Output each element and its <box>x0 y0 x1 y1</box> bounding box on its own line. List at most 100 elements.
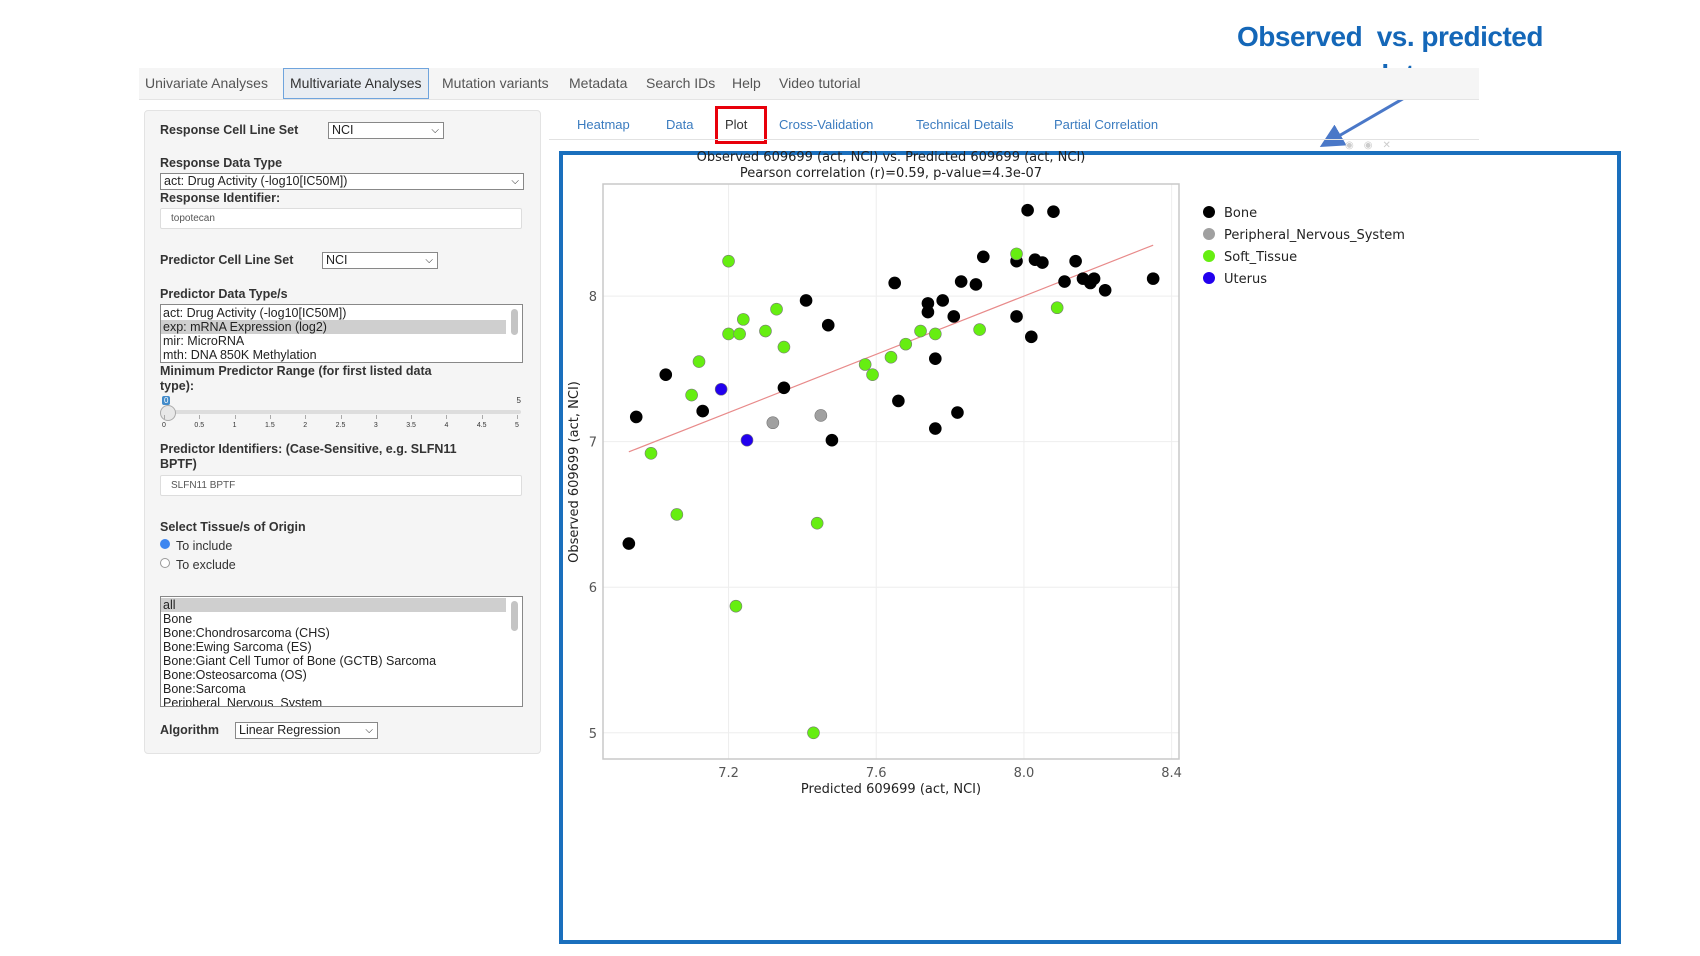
data-point-bone[interactable] <box>977 250 990 264</box>
legend-marker[interactable] <box>1203 228 1215 240</box>
nav-multivariate-analyses[interactable]: Multivariate Analyses <box>283 68 429 99</box>
tissue-listbox[interactable]: all Bone Bone:Chondrosarcoma (CHS) Bone:Ewi… <box>160 596 523 707</box>
predictor-identifiers-input[interactable]: SLFN11 BPTF <box>160 475 522 496</box>
listbox-option[interactable]: exp: mRNA Expression (log2) <box>161 320 506 334</box>
data-point-soft-tissue[interactable] <box>770 302 783 316</box>
listbox-option[interactable]: Bone:Ewing Sarcoma (ES) <box>163 640 312 654</box>
listbox-option[interactable]: Bone:Sarcoma <box>163 682 246 696</box>
listbox-option[interactable]: mir: MicroRNA <box>163 334 245 348</box>
data-point-soft-tissue[interactable] <box>777 340 791 354</box>
nav-search-ids[interactable]: Search IDs <box>646 75 716 91</box>
data-point-soft-tissue[interactable] <box>858 358 872 371</box>
data-point-bone[interactable] <box>1010 310 1023 323</box>
legend-label[interactable]: Peripheral_Nervous_System <box>1224 228 1405 243</box>
legend-label[interactable]: Soft_Tissue <box>1224 250 1297 265</box>
listbox-option[interactable]: all <box>161 598 506 612</box>
tab-partial-correlation[interactable]: Partial Correlation <box>1054 117 1159 132</box>
listbox-option[interactable]: act: Drug Activity (-log10[IC50M]) <box>163 306 347 320</box>
listbox-option[interactable]: Bone:Giant Cell Tumor of Bone (GCTB) Sar… <box>163 654 437 668</box>
radio-to-include[interactable]: To include <box>160 539 232 553</box>
data-point-bone[interactable] <box>888 276 901 290</box>
data-point-bone[interactable] <box>622 537 636 550</box>
data-point-soft-tissue[interactable] <box>729 599 743 613</box>
data-point-peripheral-nervous-system[interactable] <box>766 416 780 430</box>
tab-plot[interactable]: Plot <box>725 117 748 132</box>
data-point-soft-tissue[interactable] <box>929 327 942 341</box>
listbox-option[interactable]: mth: DNA 850K Methylation <box>163 348 317 362</box>
data-point-soft-tissue[interactable] <box>973 323 986 336</box>
min-range-slider[interactable]: 0 5 0 0.5 1 1.5 2 2.5 3 3.5 4 4.5 5 <box>160 395 521 435</box>
data-point-soft-tissue[interactable] <box>866 368 879 381</box>
data-point-soft-tissue[interactable] <box>914 324 927 338</box>
data-point-soft-tissue[interactable] <box>692 355 706 368</box>
legend-label[interactable]: Uterus <box>1224 272 1267 287</box>
data-point-bone[interactable] <box>1036 256 1049 269</box>
data-point-bone[interactable] <box>1047 205 1060 218</box>
plot-modebar[interactable]: ◉◉✕ <box>1345 140 1401 151</box>
legend-marker[interactable] <box>1203 272 1215 284</box>
tab-data[interactable]: Data <box>666 117 694 132</box>
listbox-option[interactable]: Bone:Osteosarcoma (OS) <box>163 668 307 682</box>
data-point-bone[interactable] <box>929 352 942 365</box>
data-point-bone[interactable] <box>629 410 643 424</box>
data-point-bone[interactable] <box>954 275 968 288</box>
legend-marker[interactable] <box>1203 250 1215 262</box>
data-point-bone[interactable] <box>1146 272 1160 285</box>
data-point-bone[interactable] <box>696 404 709 418</box>
data-point-soft-tissue[interactable] <box>807 726 820 740</box>
data-point-bone[interactable] <box>777 381 791 395</box>
data-point-bone[interactable] <box>1098 283 1112 297</box>
response-cell-line-set-select[interactable]: NCI ⌵ <box>328 122 444 139</box>
tab-cross-validation[interactable]: Cross-Validation <box>779 117 874 132</box>
camera-icon[interactable]: ◉ <box>1345 140 1364 151</box>
scrollbar[interactable] <box>511 601 518 631</box>
data-point-soft-tissue[interactable] <box>733 327 746 341</box>
data-point-soft-tissue[interactable] <box>685 388 698 402</box>
data-point-bone[interactable] <box>929 422 942 435</box>
data-point-bone[interactable] <box>659 368 673 381</box>
predictor-data-types-listbox[interactable]: act: Drug Activity (-log10[IC50M]) exp: … <box>160 304 523 363</box>
data-point-soft-tissue[interactable] <box>759 324 772 338</box>
legend-marker[interactable] <box>1203 206 1215 218</box>
tab-technical-details[interactable]: Technical Details <box>916 117 1014 132</box>
data-point-bone[interactable] <box>1058 275 1071 288</box>
data-point-bone[interactable] <box>1084 276 1097 290</box>
radio-to-exclude[interactable]: To exclude <box>160 558 236 572</box>
data-point-soft-tissue[interactable] <box>884 350 898 364</box>
data-point-bone[interactable] <box>825 433 839 447</box>
data-point-soft-tissue[interactable] <box>1050 301 1064 315</box>
slider-track[interactable] <box>160 410 521 414</box>
nav-video-tutorial[interactable]: Video tutorial <box>779 75 861 91</box>
nav-univariate-analyses[interactable]: Univariate Analyses <box>145 75 268 91</box>
data-point-bone[interactable] <box>892 394 905 408</box>
data-point-bone[interactable] <box>799 294 813 307</box>
algorithm-select[interactable]: Linear Regression ⌵ <box>235 722 378 739</box>
tab-heatmap[interactable]: Heatmap <box>577 117 630 132</box>
data-point-bone[interactable] <box>1069 254 1082 268</box>
listbox-option[interactable]: Bone <box>163 612 193 626</box>
data-point-bone[interactable] <box>951 406 964 419</box>
response-identifier-input[interactable]: topotecan <box>160 208 522 229</box>
data-point-bone[interactable] <box>1021 203 1034 217</box>
nav-metadata[interactable]: Metadata <box>569 75 628 91</box>
data-point-bone[interactable] <box>947 310 961 323</box>
data-point-soft-tissue[interactable] <box>1010 247 1023 261</box>
data-point-soft-tissue[interactable] <box>899 337 913 351</box>
data-point-peripheral-nervous-system[interactable] <box>814 409 828 422</box>
zoom-icon[interactable]: ◉ <box>1363 140 1383 151</box>
data-point-bone[interactable] <box>921 305 935 319</box>
scrollbar[interactable] <box>511 309 518 335</box>
response-data-type-select[interactable]: act: Drug Activity (-log10[IC50M]) ⌵ <box>160 173 524 190</box>
data-point-soft-tissue[interactable] <box>737 313 750 326</box>
data-point-soft-tissue[interactable] <box>722 327 735 341</box>
data-point-bone[interactable] <box>936 294 949 307</box>
predictor-cell-line-set-select[interactable]: NCI ⌵ <box>322 252 438 269</box>
data-point-soft-tissue[interactable] <box>722 254 735 268</box>
data-point-uterus[interactable] <box>740 433 754 447</box>
data-point-bone[interactable] <box>969 278 983 291</box>
data-point-soft-tissue[interactable] <box>670 508 684 521</box>
data-point-bone[interactable] <box>1025 330 1038 344</box>
nav-mutation-variants[interactable]: Mutation variants <box>442 75 549 91</box>
listbox-option[interactable]: Peripheral_Nervous_System <box>163 696 323 707</box>
